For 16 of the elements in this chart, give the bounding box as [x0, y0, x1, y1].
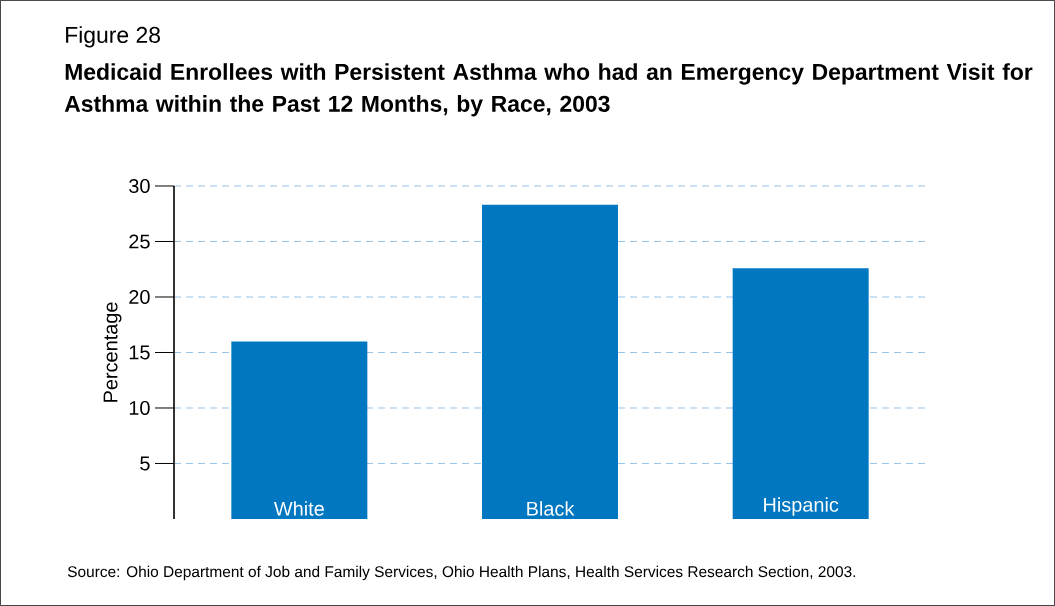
bar — [482, 204, 619, 519]
chart-title: Medicaid Enrollees with Persistent Asthma who had an Emergency Department Visit for Asthma within the Past 12 Months, by Race, 2003 — [64, 63, 1033, 117]
bar — [231, 341, 368, 519]
x-tick-label: White — [273, 501, 324, 516]
y-tick-label: 25 — [129, 234, 150, 249]
source-note: Source: Ohio Department of Job and Family Services, Ohio Health Plans, Health Services Research Section, 2003. — [67, 565, 856, 581]
y-tick-label: 20 — [129, 289, 150, 305]
y-axis-title: Percentage — [103, 302, 122, 402]
bar — [732, 268, 869, 519]
x-tick-label: Black — [527, 501, 575, 516]
y-tick-label: 15 — [129, 345, 150, 360]
caption: Figure 28 — [66, 26, 160, 48]
y-tick-label: 10 — [129, 400, 150, 416]
y-tick-label: 5 — [140, 456, 150, 471]
y-tick-label: 30 — [129, 178, 150, 194]
x-tick-label: Hispanic — [764, 497, 839, 516]
